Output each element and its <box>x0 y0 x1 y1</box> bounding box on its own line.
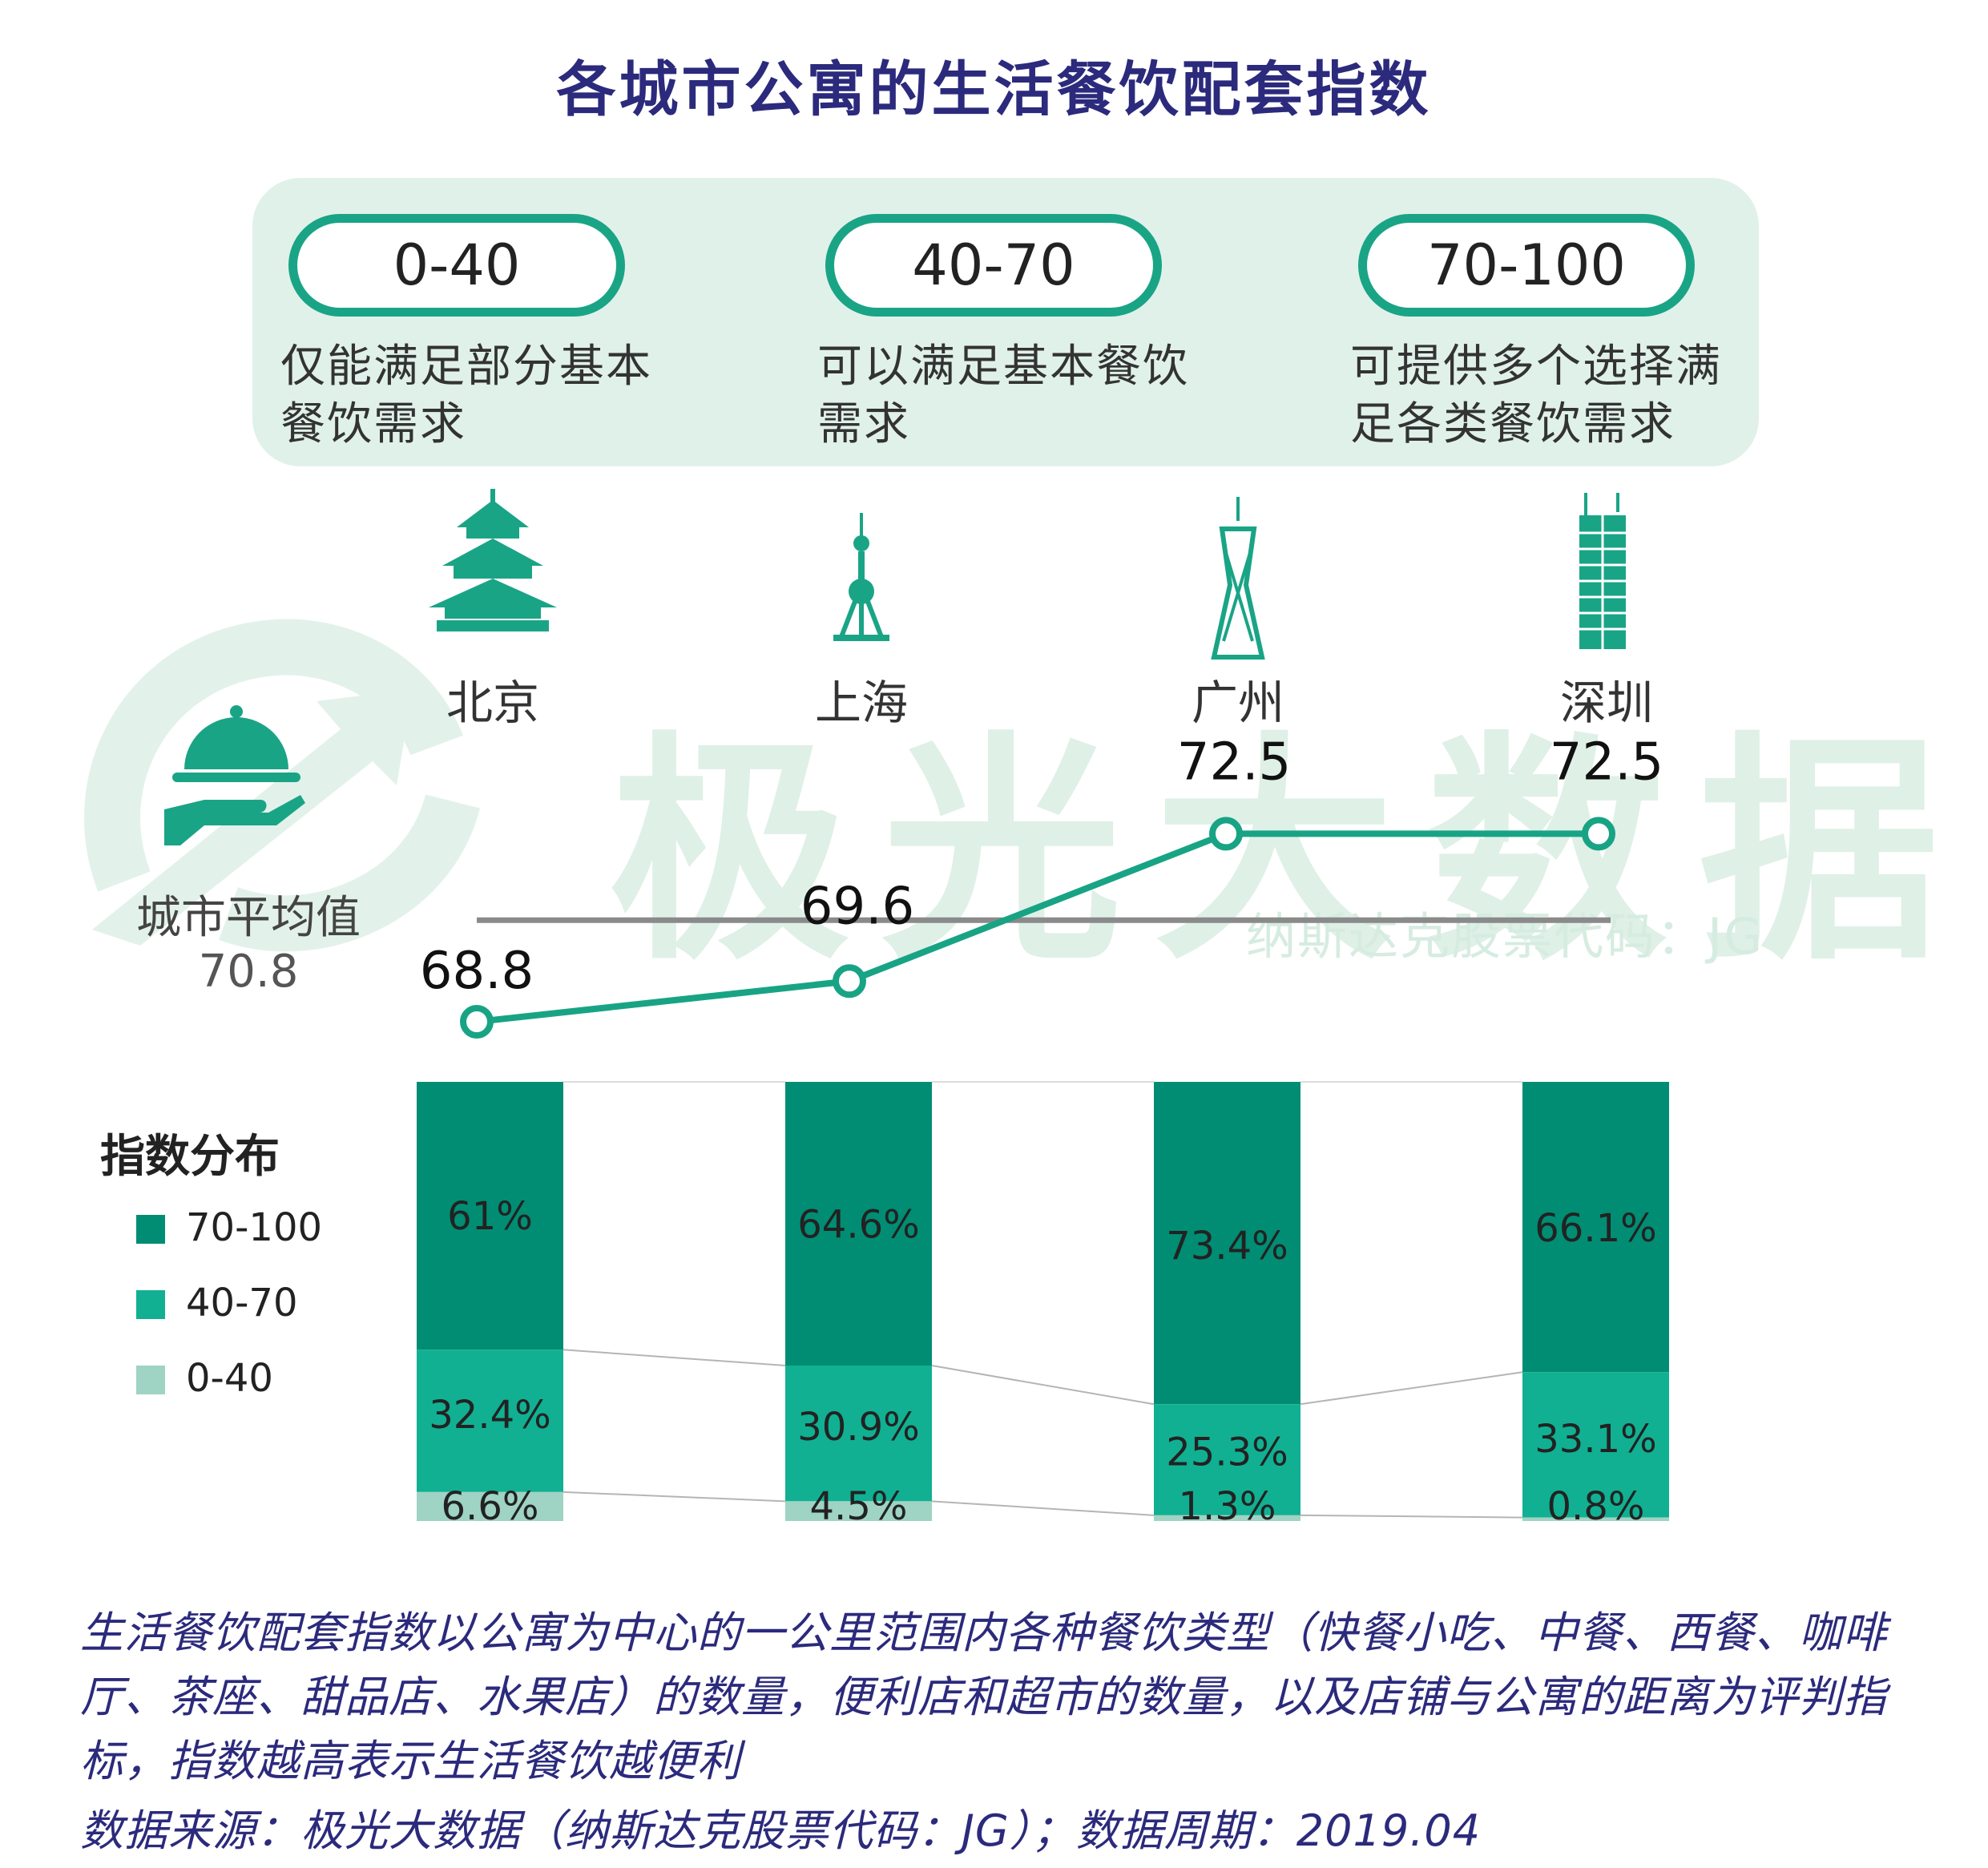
bar-0-40-2 <box>1154 1515 1300 1521</box>
bar-label-70-100-3: 66.1% <box>1534 1206 1656 1251</box>
line-point-2 <box>1209 817 1243 851</box>
stacked-bar-chart: 61% 32.4% 6.6% 64.6% 30.9% 4.5% 73.4% 25.3% 1.3%… <box>417 1081 1669 1529</box>
bar-connector-0-0 <box>563 1349 786 1367</box>
bar-label-0-40-2: 1.3% <box>1179 1484 1276 1529</box>
line-point-1 <box>833 964 866 999</box>
line-point-0 <box>460 1005 494 1039</box>
bar-label-40-70-0: 32.4% <box>429 1393 550 1438</box>
range-legend-panel: 0-40 仅能满足部分基本餐饮需求 40-70 可以满足基本餐饮需求 70-10… <box>252 178 1759 466</box>
city-label-beijing: 北京 <box>446 676 539 730</box>
bar-40-70-0 <box>417 1350 563 1492</box>
line-point-3 <box>1582 817 1615 851</box>
range-pill-40-70: 40-70 <box>825 214 1162 317</box>
line-value-label-2: 72.5 <box>1177 732 1292 792</box>
oriental-pearl-tower-icon <box>833 513 889 641</box>
temple-of-heaven-icon <box>429 489 557 631</box>
bar-label-40-70-2: 25.3% <box>1166 1430 1288 1475</box>
city-label-shenzhen: 深圳 <box>1559 676 1653 730</box>
bar-label-0-40-3: 0.8% <box>1547 1484 1645 1529</box>
bar-0-40-1 <box>785 1501 932 1521</box>
bar-connector-1-0 <box>563 1491 786 1503</box>
legend-swatch-0-40 <box>136 1366 165 1394</box>
bar-label-0-40-1: 4.5% <box>810 1484 908 1529</box>
bar-0-40-3 <box>1522 1517 1669 1521</box>
bar-70-100-0 <box>417 1082 563 1350</box>
line-value-label-1: 69.6 <box>800 877 915 936</box>
range-pill-70-100: 70-100 <box>1358 214 1695 317</box>
bar-label-70-100-0: 61% <box>447 1194 533 1239</box>
bar-label-70-100-2: 73.4% <box>1166 1224 1288 1269</box>
legend-item-0-40: 0-40 <box>136 1354 273 1402</box>
line-chart: 68.8 69.6 72.5 72.5 <box>420 732 1664 1039</box>
legend-label-70-100: 70-100 <box>186 1205 323 1250</box>
line-value-label-0: 68.8 <box>420 942 534 1001</box>
bar-70-100-1 <box>785 1082 932 1366</box>
city-label-shanghai: 上海 <box>814 676 908 730</box>
bar-label-40-70-3: 33.1% <box>1534 1417 1656 1462</box>
chart-title: 各城市公寓的生活餐饮配套指数 <box>556 55 1432 124</box>
bar-70-100-2 <box>1154 1082 1300 1405</box>
bar-label-40-70-1: 30.9% <box>797 1405 919 1450</box>
bar-connector-1-1 <box>931 1500 1155 1516</box>
legend-item-70-100: 70-100 <box>136 1204 322 1252</box>
range-pill-0-40: 0-40 <box>288 214 625 317</box>
canton-tower-icon <box>1211 497 1265 660</box>
line-value-label-3: 72.5 <box>1550 732 1664 792</box>
average-label: 城市平均值 <box>136 892 361 944</box>
bar-connector-0-2 <box>1300 1371 1523 1406</box>
line-series <box>476 830 1599 1025</box>
legend-swatch-40-70 <box>136 1290 165 1319</box>
city-label-guangzhou: 广州 <box>1191 676 1284 730</box>
bar-70-100-3 <box>1522 1082 1669 1373</box>
bar-0-40-0 <box>417 1491 563 1521</box>
watermark-brand: 极光大数据 <box>609 712 1971 992</box>
bar-40-70-1 <box>785 1366 932 1502</box>
legend-label-0-40: 0-40 <box>186 1356 273 1401</box>
bar-40-70-2 <box>1154 1404 1300 1515</box>
average-value: 70.8 <box>198 946 299 998</box>
skyscraper-icon <box>1579 493 1626 649</box>
data-source: 数据来源：极光大数据（纳斯达克股票代码：JG）；数据周期：2019.04 <box>80 1805 1482 1856</box>
footnote: 生活餐饮配套指数以公寓为中心的一公里范围内各种餐饮类型（快餐小吃、中餐、西餐、咖… <box>80 1608 1887 1786</box>
bar-connector-1-2 <box>1300 1514 1523 1519</box>
bar-label-0-40-0: 6.6% <box>442 1484 539 1529</box>
legend-swatch-70-100 <box>136 1215 165 1244</box>
distribution-title: 指数分布 <box>100 1131 280 1183</box>
legend-label-40-70: 40-70 <box>186 1281 298 1325</box>
range-desc-40-70: 可以满足基本餐饮需求 <box>817 341 1189 450</box>
bar-connector-0-1 <box>931 1365 1155 1406</box>
range-desc-0-40: 仅能满足部分基本餐饮需求 <box>280 341 652 450</box>
legend-item-40-70: 40-70 <box>136 1279 297 1327</box>
bar-label-70-100-1: 64.6% <box>797 1203 919 1248</box>
bar-40-70-3 <box>1522 1372 1669 1518</box>
range-desc-70-100: 可提供多个选择满足各类餐饮需求 <box>1350 341 1722 450</box>
dining-cloche-icon <box>164 705 305 845</box>
watermark-stock-code: 纳斯达克股票代码：JG <box>1246 907 1764 966</box>
